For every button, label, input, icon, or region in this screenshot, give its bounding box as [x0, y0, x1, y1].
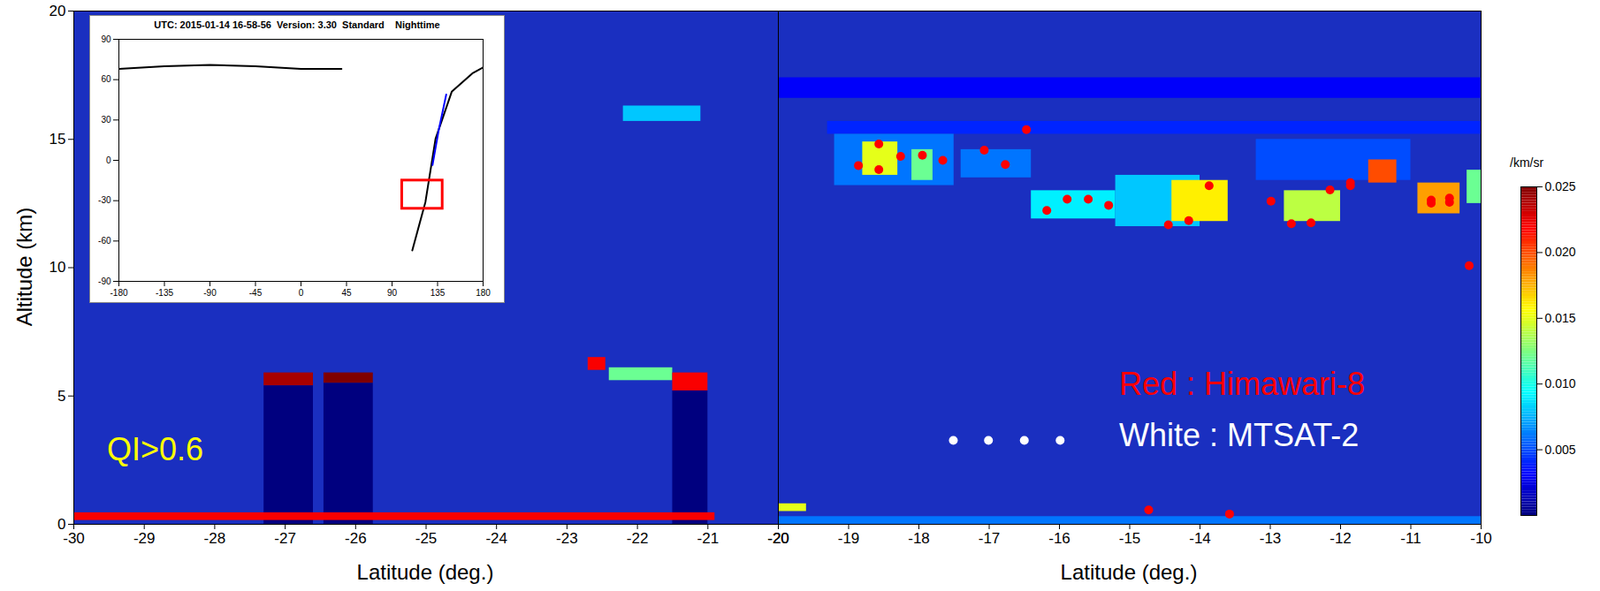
svg-text:90: 90 [387, 288, 398, 298]
html-text:Red : Himawari-8: Red : Himawari-8 [1119, 365, 1365, 403]
svg-text:-90: -90 [98, 276, 112, 287]
svg-text:-17: -17 [978, 530, 1001, 548]
svg-text:0.010: 0.010 [1545, 376, 1577, 391]
svg-text:0: 0 [298, 288, 305, 298]
svg-text:-26: -26 [344, 530, 367, 548]
svg-text:-12: -12 [1329, 530, 1352, 548]
svg-text:30: 30 [100, 114, 112, 125]
html-text:/km/sr: /km/sr [1509, 155, 1544, 170]
html-text:Latitude (deg.): Latitude (deg.) [356, 560, 494, 585]
svg-text:0.015: 0.015 [1545, 311, 1577, 326]
svg-text:-13: -13 [1259, 530, 1282, 548]
svg-text:0: 0 [106, 155, 112, 166]
svg-text:90: 90 [100, 34, 112, 45]
svg-text:-20: -20 [767, 530, 790, 548]
svg-text:-24: -24 [485, 530, 508, 548]
svg-text:-90: -90 [203, 288, 217, 298]
svg-text:-30: -30 [62, 530, 85, 548]
svg-text:0.005: 0.005 [1545, 442, 1577, 458]
svg-text:-11: -11 [1400, 530, 1421, 548]
svg-text:-30: -30 [98, 195, 112, 206]
svg-text:0.020: 0.020 [1545, 244, 1577, 260]
svg-text:-21: -21 [697, 530, 720, 548]
svg-text:60: 60 [100, 74, 112, 84]
html-text:Latitude (deg.): Latitude (deg.) [1060, 560, 1198, 585]
svg-text:-180: -180 [109, 288, 128, 298]
svg-text:10: 10 [49, 259, 67, 276]
svg-text:45: 45 [341, 288, 352, 298]
html-text:UTC: 2015-01-14 16-58-56 Versi: UTC: 2015-01-14 16-58-56 Version: 3.30 S… [154, 19, 440, 31]
svg-text:-45: -45 [249, 288, 263, 298]
svg-text:135: 135 [430, 288, 446, 298]
svg-text:-135: -135 [155, 288, 174, 298]
html-text:White : MTSAT-2: White : MTSAT-2 [1119, 417, 1360, 454]
svg-text:15: 15 [49, 130, 67, 148]
svg-text:20: 20 [49, 2, 67, 20]
svg-text:-18: -18 [907, 530, 930, 548]
svg-text:-22: -22 [626, 530, 649, 548]
svg-text:-16: -16 [1048, 530, 1071, 548]
html-text:QI>0.6: QI>0.6 [106, 431, 204, 468]
svg-text:-19: -19 [838, 530, 861, 548]
svg-text:0.025: 0.025 [1545, 179, 1577, 194]
svg-text:-14: -14 [1188, 530, 1212, 548]
svg-text:-15: -15 [1119, 530, 1142, 548]
svg-text:-29: -29 [133, 530, 156, 548]
svg-text:5: 5 [57, 388, 66, 405]
svg-text:-28: -28 [204, 530, 227, 548]
svg-text:0: 0 [57, 516, 66, 533]
svg-text:-10: -10 [1470, 530, 1493, 548]
svg-text:-60: -60 [98, 236, 112, 246]
svg-text:-25: -25 [415, 530, 438, 548]
svg-text:180: 180 [475, 288, 491, 298]
svg-text:-20: -20 [767, 530, 790, 548]
html-text:Altitude (km): Altitude (km) [12, 207, 37, 327]
svg-text:-23: -23 [556, 530, 579, 548]
svg-text:-27: -27 [274, 530, 297, 548]
